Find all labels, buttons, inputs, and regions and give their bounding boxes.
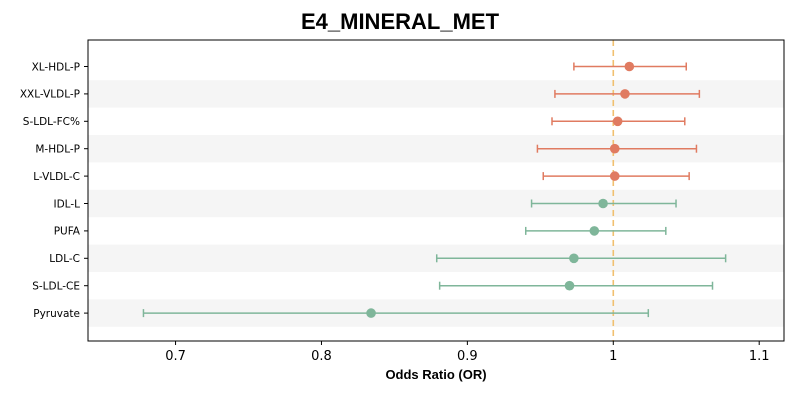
x-tick-label: 0.9 xyxy=(457,349,478,364)
y-tick-label: L-VLDL-C xyxy=(33,171,80,183)
error-bar xyxy=(438,281,714,290)
y-tick-label: Pyruvate xyxy=(33,308,80,320)
x-tick-label: 0.7 xyxy=(165,349,186,364)
or-point xyxy=(612,116,623,127)
or-point xyxy=(569,253,579,264)
y-tick-label: XL-HDL-P xyxy=(32,61,80,73)
plot-frame xyxy=(87,39,785,342)
error-bar xyxy=(142,309,650,318)
or-point xyxy=(624,61,635,72)
x-tick-label: 1.1 xyxy=(749,349,770,364)
y-tick-label: XXL-VLDL-P xyxy=(20,89,80,101)
or-point xyxy=(620,89,630,99)
y-tick-label: LDL-C xyxy=(49,253,80,265)
x-tick-label: 1 xyxy=(609,349,617,364)
or-point xyxy=(609,143,620,154)
chart-title: E4_MINERAL_MET xyxy=(300,9,500,34)
x-tick-label: 0.8 xyxy=(311,349,332,364)
x-axis-label: Odds Ratio (OR) xyxy=(385,367,487,382)
x-axis-ticks: 0.7 0.8 0.9 1 1.1 xyxy=(165,341,770,364)
y-tick-label: PUFA xyxy=(54,226,81,238)
y-axis-ticks: XL-HDL-P XXL-VLDL-P S-LDL-FC% M-HDL-P L-VLDL… xyxy=(20,61,88,320)
or-point xyxy=(366,308,376,318)
or-point xyxy=(609,171,620,181)
point-estimates xyxy=(366,61,635,318)
y-tick-label: S-LDL-CE xyxy=(32,281,80,293)
row-shade xyxy=(88,189,784,218)
y-tick-label: S-LDL-FC% xyxy=(23,116,80,128)
or-point xyxy=(564,280,575,291)
y-tick-label: IDL-L xyxy=(54,198,81,210)
error-bar xyxy=(435,254,727,263)
y-tick-label: M-HDL-P xyxy=(35,144,80,156)
or-point xyxy=(598,198,608,209)
or-point xyxy=(589,226,600,236)
row-shading xyxy=(88,80,784,327)
